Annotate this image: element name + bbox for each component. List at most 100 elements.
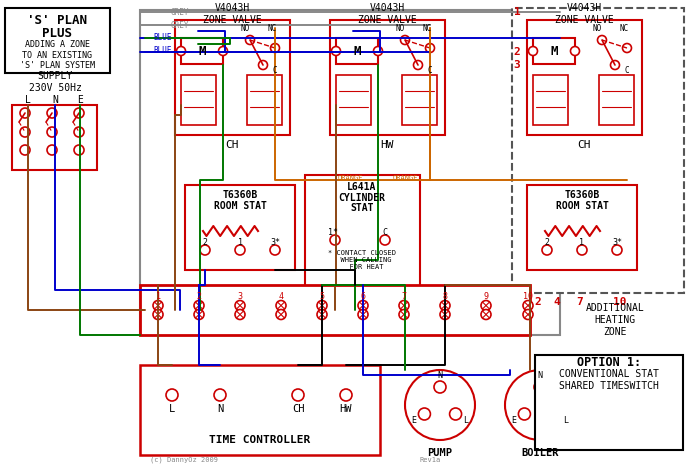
Bar: [533, 75, 568, 125]
Text: 9: 9: [484, 292, 489, 300]
Circle shape: [330, 235, 340, 245]
Text: N: N: [437, 371, 442, 380]
Text: C: C: [273, 66, 277, 74]
Text: 7: 7: [577, 297, 583, 307]
Circle shape: [505, 370, 575, 440]
Circle shape: [373, 46, 382, 56]
Text: STAT: STAT: [351, 203, 374, 213]
Text: N: N: [52, 95, 58, 105]
Circle shape: [214, 389, 226, 401]
Bar: [12, 105, 97, 170]
Text: M: M: [353, 44, 361, 58]
Bar: [402, 75, 437, 125]
Text: ROOM STAT: ROOM STAT: [214, 201, 266, 211]
Text: 3: 3: [513, 60, 520, 70]
Circle shape: [340, 389, 352, 401]
Circle shape: [598, 36, 607, 44]
Text: ADDING A ZONE
TO AN EXISTING
'S' PLAN SYSTEM: ADDING A ZONE TO AN EXISTING 'S' PLAN SY…: [19, 40, 95, 70]
Bar: [181, 75, 216, 125]
Text: 2: 2: [535, 297, 542, 307]
Circle shape: [612, 245, 622, 255]
Text: 3: 3: [237, 292, 242, 300]
Text: 6: 6: [360, 292, 366, 300]
Text: * CONTACT CLOSED
  WHEN CALLING
  FOR HEAT: * CONTACT CLOSED WHEN CALLING FOR HEAT: [328, 250, 396, 270]
Bar: [305, 175, 420, 295]
Text: 2: 2: [202, 237, 208, 247]
Text: NO: NO: [395, 23, 404, 32]
Text: N: N: [538, 371, 542, 380]
Text: T6360B: T6360B: [564, 190, 600, 200]
Text: BOILER: BOILER: [521, 448, 559, 458]
Text: E: E: [77, 95, 83, 105]
Text: GREY: GREY: [170, 7, 189, 16]
Text: OPTION 1:: OPTION 1:: [577, 356, 641, 368]
Text: NO: NO: [592, 23, 602, 32]
Bar: [527, 20, 642, 135]
Circle shape: [400, 36, 409, 44]
Circle shape: [440, 309, 450, 320]
Bar: [336, 38, 378, 64]
Circle shape: [246, 36, 255, 44]
Circle shape: [418, 408, 431, 420]
Circle shape: [481, 300, 491, 310]
Text: PLUS: PLUS: [42, 27, 72, 39]
Bar: [140, 10, 560, 335]
Text: 3*: 3*: [612, 237, 622, 247]
Text: L: L: [169, 404, 175, 414]
Text: M: M: [198, 44, 206, 58]
Circle shape: [440, 300, 450, 310]
Circle shape: [235, 245, 245, 255]
Text: C: C: [624, 66, 629, 74]
Text: NO: NO: [240, 23, 250, 32]
Circle shape: [235, 309, 245, 320]
Text: 3*: 3*: [270, 237, 280, 247]
Text: GREY: GREY: [170, 21, 189, 29]
Circle shape: [577, 245, 587, 255]
Circle shape: [534, 381, 546, 393]
Text: V4043H
ZONE VALVE: V4043H ZONE VALVE: [357, 3, 416, 25]
Circle shape: [74, 108, 84, 118]
Circle shape: [358, 300, 368, 310]
Text: C: C: [382, 227, 388, 236]
Circle shape: [74, 127, 84, 137]
Bar: [5, 8, 110, 73]
Circle shape: [317, 309, 327, 320]
Circle shape: [413, 60, 422, 70]
Bar: [599, 75, 634, 125]
Circle shape: [542, 245, 552, 255]
Text: (c) DannyOz 2009: (c) DannyOz 2009: [150, 457, 218, 463]
Circle shape: [331, 46, 340, 56]
Text: L: L: [25, 95, 31, 105]
Circle shape: [276, 309, 286, 320]
Text: 4: 4: [279, 292, 284, 300]
Text: 2: 2: [513, 47, 520, 57]
Text: NC: NC: [268, 23, 277, 32]
Circle shape: [358, 309, 368, 320]
Circle shape: [20, 127, 30, 137]
Circle shape: [200, 245, 210, 255]
Circle shape: [611, 60, 620, 70]
Text: 1: 1: [237, 237, 242, 247]
Text: 1: 1: [580, 237, 584, 247]
Bar: [175, 20, 290, 135]
Bar: [512, 8, 684, 293]
Circle shape: [20, 145, 30, 155]
Circle shape: [380, 235, 390, 245]
Circle shape: [549, 408, 562, 420]
Circle shape: [74, 145, 84, 155]
Text: 8: 8: [442, 292, 448, 300]
Bar: [185, 185, 295, 270]
Text: 10: 10: [613, 297, 627, 307]
Text: SUPPLY
230V 50Hz: SUPPLY 230V 50Hz: [28, 71, 81, 93]
Circle shape: [450, 408, 462, 420]
Circle shape: [20, 108, 30, 118]
Circle shape: [194, 309, 204, 320]
Text: 7: 7: [402, 292, 406, 300]
Circle shape: [166, 389, 178, 401]
Text: T6360B: T6360B: [222, 190, 257, 200]
Circle shape: [194, 300, 204, 310]
Circle shape: [276, 300, 286, 310]
Circle shape: [529, 46, 538, 56]
Circle shape: [153, 300, 163, 310]
Circle shape: [47, 127, 57, 137]
